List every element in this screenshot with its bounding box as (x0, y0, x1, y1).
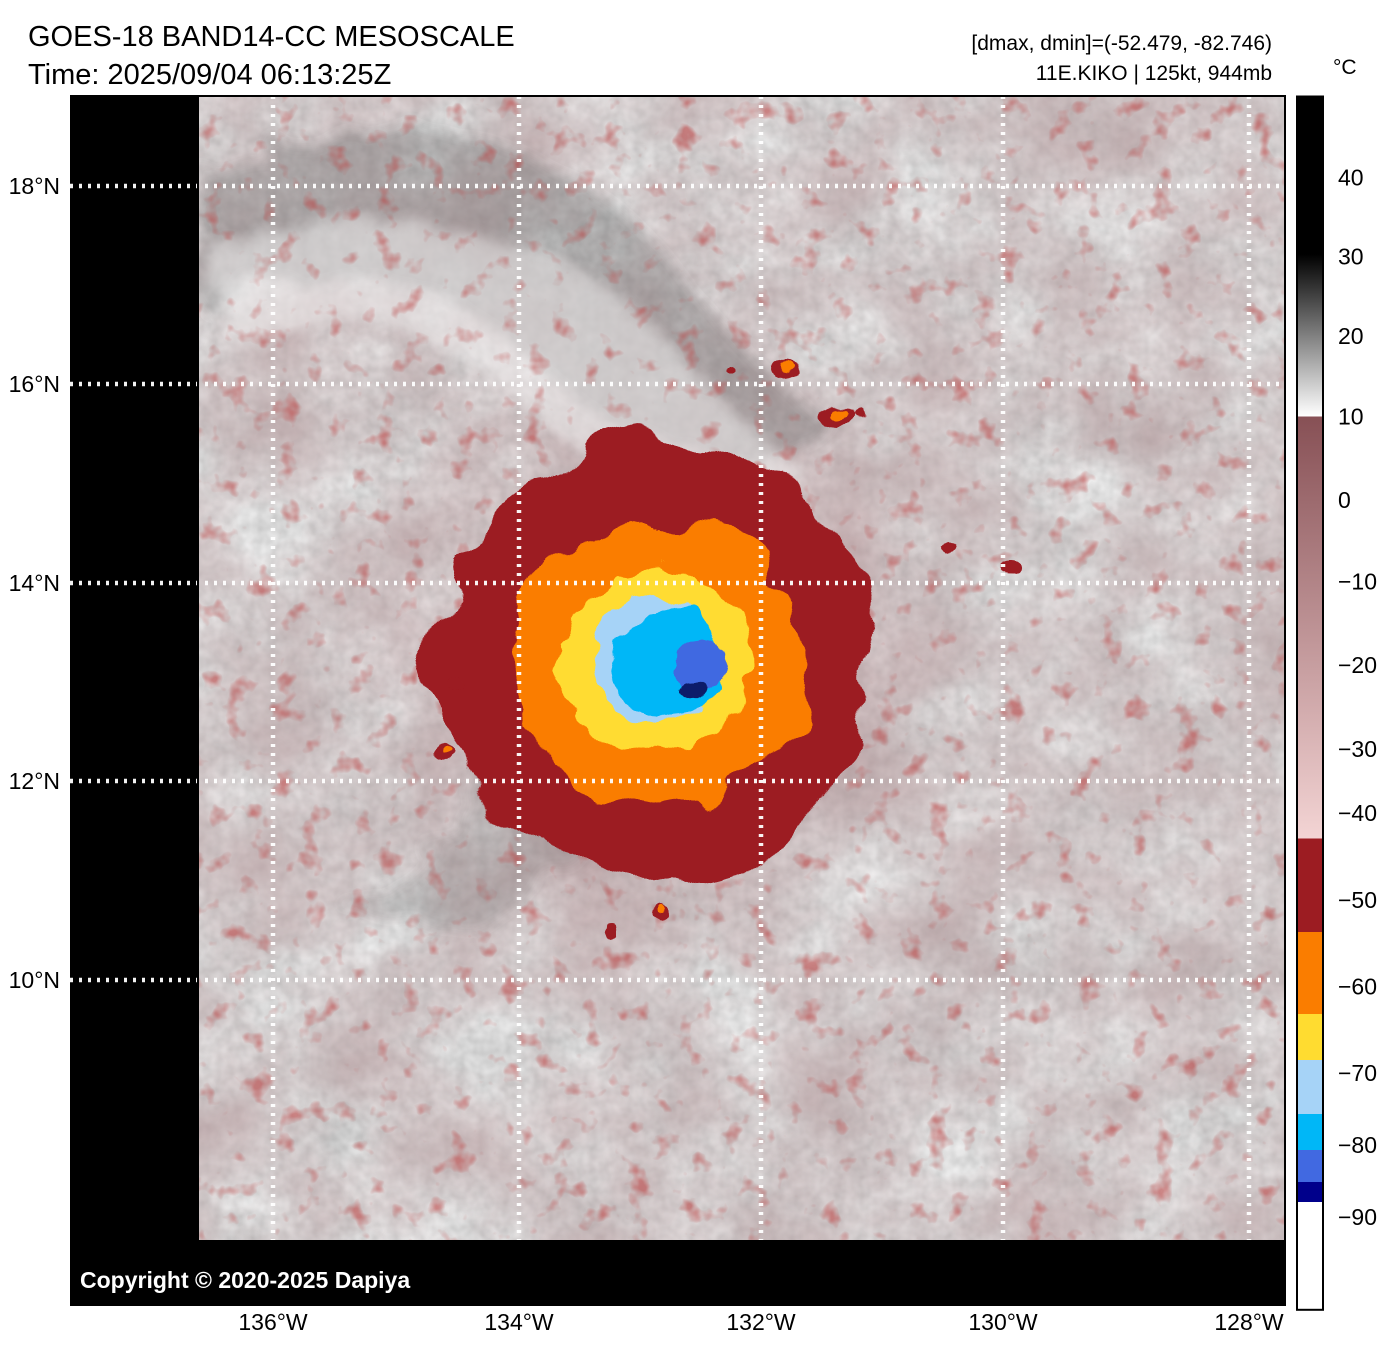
svg-text:−20: −20 (1338, 652, 1377, 678)
svg-text:−80: −80 (1338, 1132, 1377, 1158)
svg-text:40: 40 (1338, 165, 1364, 191)
svg-text:Time: 2025/09/04 06:13:25Z: Time: 2025/09/04 06:13:25Z (28, 59, 391, 91)
svg-text:10°N: 10°N (9, 967, 60, 993)
svg-text:−90: −90 (1338, 1204, 1377, 1230)
svg-text:°C: °C (1333, 56, 1357, 79)
svg-text:11E.KIKO | 125kt, 944mb: 11E.KIKO | 125kt, 944mb (1036, 62, 1272, 85)
svg-text:18°N: 18°N (9, 173, 60, 199)
svg-text:136°W: 136°W (238, 1309, 308, 1335)
svg-text:−10: −10 (1338, 568, 1377, 594)
svg-text:10: 10 (1338, 403, 1364, 429)
svg-text:−30: −30 (1338, 736, 1377, 762)
svg-text:30: 30 (1338, 244, 1364, 270)
svg-text:132°W: 132°W (726, 1309, 796, 1335)
svg-text:130°W: 130°W (968, 1309, 1038, 1335)
svg-text:Copyright © 2020-2025 Dapiya: Copyright © 2020-2025 Dapiya (80, 1267, 410, 1293)
svg-text:−70: −70 (1338, 1060, 1377, 1086)
svg-text:−50: −50 (1338, 887, 1377, 913)
svg-text:16°N: 16°N (9, 371, 60, 397)
svg-text:128°W: 128°W (1214, 1309, 1284, 1335)
svg-text:20: 20 (1338, 323, 1364, 349)
svg-text:12°N: 12°N (9, 768, 60, 794)
svg-text:−60: −60 (1338, 974, 1377, 1000)
svg-text:0: 0 (1338, 487, 1351, 513)
svg-text:−40: −40 (1338, 800, 1377, 826)
svg-text:14°N: 14°N (9, 570, 60, 596)
svg-text:134°W: 134°W (484, 1309, 554, 1335)
svg-text:[dmax, dmin]=(-52.479, -82.746: [dmax, dmin]=(-52.479, -82.746) (971, 32, 1272, 55)
svg-text:GOES-18 BAND14-CC MESOSCALE: GOES-18 BAND14-CC MESOSCALE (28, 21, 515, 53)
